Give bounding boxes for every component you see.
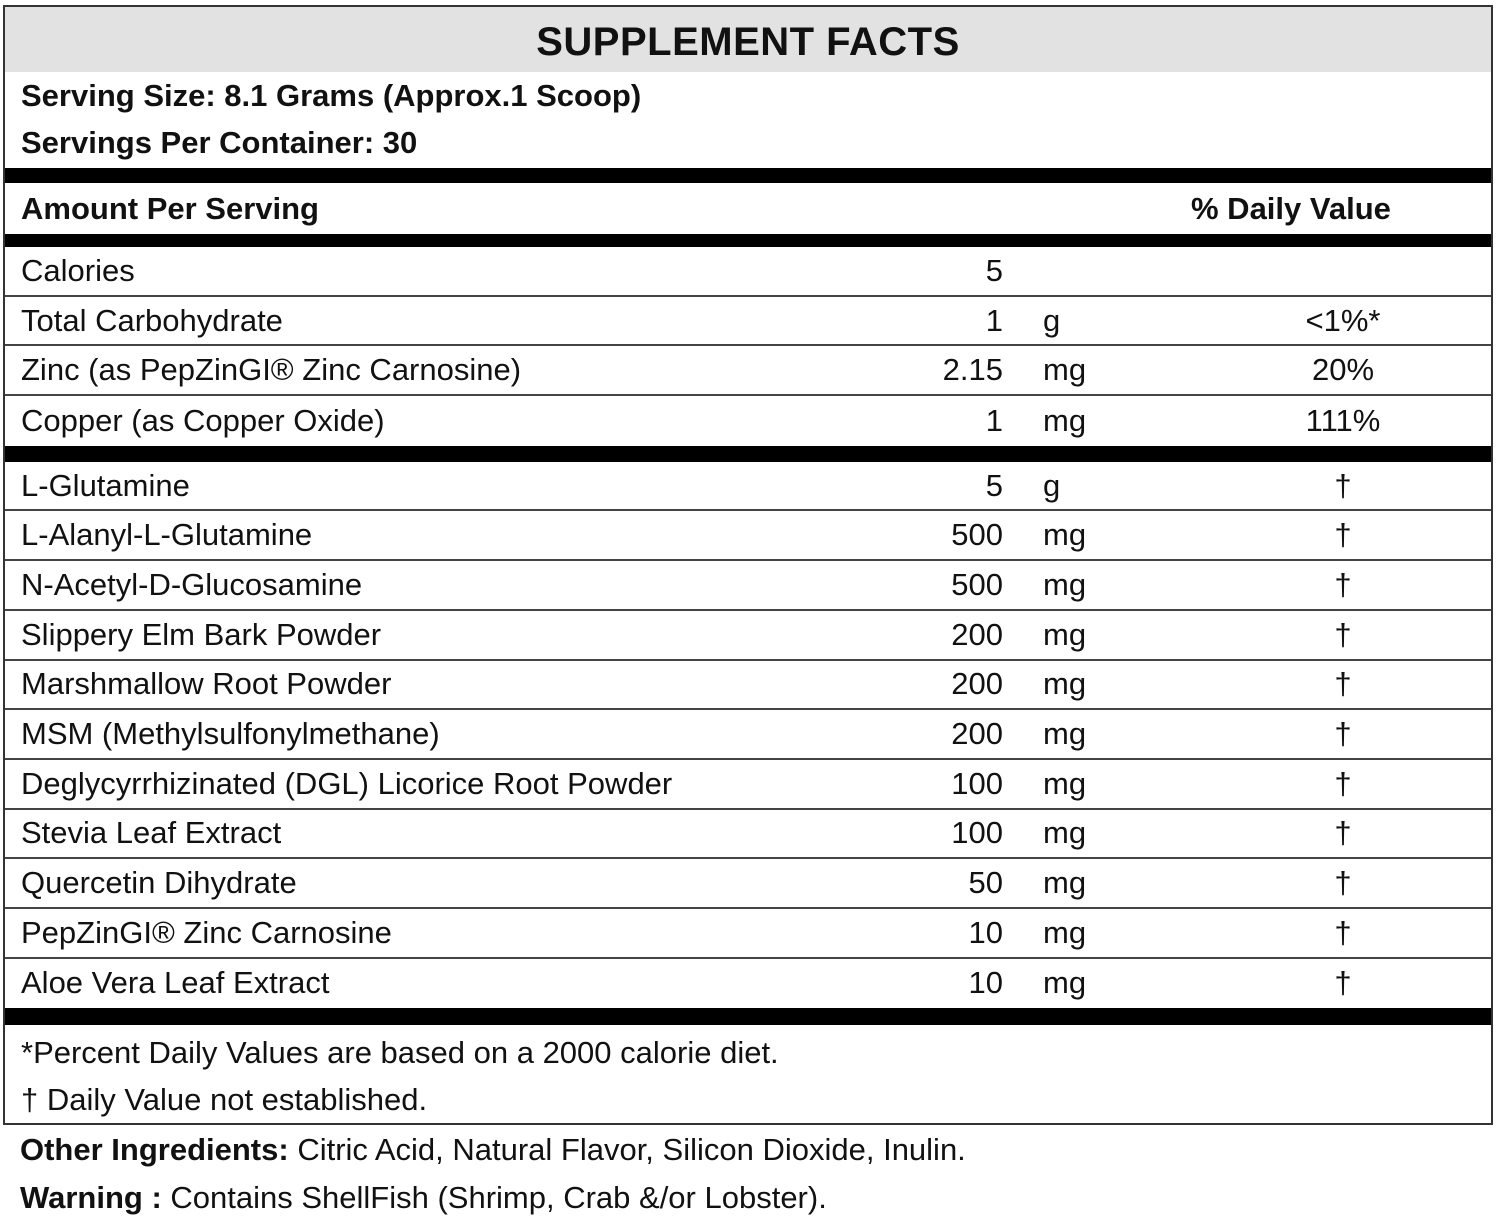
- ingredient-name: MSM (Methylsulfonylmethane): [21, 716, 440, 752]
- amount: 100: [951, 765, 1003, 801]
- table-row: MSM (Methylsulfonylmethane) 200 mg †: [5, 710, 1491, 760]
- amount: 200: [951, 666, 1003, 702]
- ingredient-name: Calories: [21, 252, 135, 288]
- amount: 1: [985, 402, 1003, 438]
- ingredient-name: Quercetin Dihydrate: [21, 865, 297, 901]
- ingredient-name: Aloe Vera Leaf Extract: [21, 965, 330, 1001]
- table-row: Marshmallow Root Powder 200 mg †: [5, 661, 1491, 711]
- unit: mg: [1043, 616, 1087, 652]
- table-row: Deglycyrrhizinated (DGL) Licorice Root P…: [5, 760, 1491, 810]
- table-row: Zinc (as PepZinGI® Zinc Carnosine) 2.15 mg…: [5, 346, 1491, 397]
- amount: 5: [985, 467, 1003, 503]
- ingredient-name: Stevia Leaf Extract: [21, 815, 282, 851]
- amount: 200: [951, 616, 1003, 652]
- amount-per-serving-label: Amount Per Serving: [21, 190, 319, 226]
- divider-thick: [5, 1008, 1491, 1026]
- nutrient-list: Calories 5 Total Carbohydrate 1 g <1%* Zinc (a…: [5, 247, 1491, 446]
- unit: mg: [1043, 566, 1087, 602]
- amount: 5: [985, 252, 1003, 288]
- divider-thick: [5, 445, 1491, 462]
- table-row: Total Carbohydrate 1 g <1%*: [5, 297, 1491, 347]
- other-ingredients-text: Citric Acid, Natural Flavor, Silicon Dio…: [288, 1132, 966, 1167]
- ingredient-name: PepZinGI® Zinc Carnosine: [21, 914, 392, 950]
- amount: 10: [968, 914, 1003, 950]
- daily-value-label: % Daily Value: [1191, 190, 1391, 226]
- table-row: N-Acetyl-D-Glucosamine 500 mg †: [5, 561, 1491, 611]
- serving-info: Serving Size: 8.1 Grams (Approx.1 Scoop)…: [5, 72, 1491, 168]
- unit: mg: [1043, 666, 1087, 702]
- unit: mg: [1043, 716, 1087, 752]
- unit: mg: [1043, 815, 1087, 851]
- warning-label: Warning :: [20, 1180, 162, 1215]
- daily-value: †: [1334, 517, 1352, 553]
- amount: 2.15: [942, 352, 1003, 388]
- daily-value: †: [1334, 765, 1352, 801]
- daily-value: <1%*: [1305, 302, 1381, 338]
- unit: mg: [1043, 352, 1087, 388]
- other-ingredients: Other Ingredients: Citric Acid, Natural …: [20, 1132, 966, 1168]
- daily-value: 20%: [1311, 352, 1375, 388]
- ingredient-name: N-Acetyl-D-Glucosamine: [21, 566, 363, 602]
- ingredient-name: Slippery Elm Bark Powder: [21, 616, 382, 652]
- amount: 50: [968, 865, 1003, 901]
- unit: mg: [1043, 965, 1087, 1001]
- unit: mg: [1043, 914, 1087, 950]
- table-row: L-Glutamine 5 g †: [5, 462, 1491, 512]
- amount: 10: [968, 965, 1003, 1001]
- daily-value: †: [1334, 965, 1352, 1001]
- daily-value: 111%: [1305, 402, 1381, 438]
- panel-title: SUPPLEMENT FACTS: [5, 7, 1491, 72]
- daily-value: †: [1334, 815, 1352, 851]
- ingredient-list: L-Glutamine 5 g † L-Alanyl-L-Glutamine 500 mg †…: [5, 462, 1491, 1009]
- daily-value: †: [1334, 467, 1352, 503]
- serving-size: Serving Size: 8.1 Grams (Approx.1 Scoop): [21, 78, 642, 113]
- amount: 500: [951, 517, 1003, 553]
- divider-thick: [5, 168, 1491, 183]
- daily-value: †: [1334, 865, 1352, 901]
- unit: g: [1043, 302, 1061, 338]
- daily-value: †: [1334, 716, 1352, 752]
- daily-value: †: [1334, 616, 1352, 652]
- footnotes: *Percent Daily Values are based on a 200…: [5, 1025, 1491, 1123]
- footnote: *Percent Daily Values are based on a 200…: [21, 1035, 779, 1071]
- table-row: Quercetin Dihydrate 50 mg †: [5, 859, 1491, 909]
- ingredient-name: Copper (as Copper Oxide): [21, 402, 385, 438]
- amount: 100: [951, 815, 1003, 851]
- unit: g: [1043, 467, 1061, 503]
- table-row: L-Alanyl-L-Glutamine 500 mg †: [5, 511, 1491, 562]
- servings-per-container: Servings Per Container: 30: [21, 125, 418, 160]
- table-row: Aloe Vera Leaf Extract 10 mg †: [5, 959, 1491, 1009]
- table-row: PepZinGI® Zinc Carnosine 10 mg †: [5, 909, 1491, 959]
- ingredient-name: L-Alanyl-L-Glutamine: [21, 517, 313, 553]
- ingredient-name: L-Glutamine: [21, 467, 190, 503]
- daily-value: †: [1334, 914, 1352, 950]
- footnote: † Daily Value not established.: [21, 1082, 428, 1118]
- amount: 1: [985, 302, 1003, 338]
- column-header: Amount Per Serving % Daily Value: [5, 183, 1491, 234]
- unit: mg: [1043, 402, 1087, 438]
- ingredient-name: Deglycyrrhizinated (DGL) Licorice Root P…: [21, 765, 673, 801]
- ingredient-name: Total Carbohydrate: [21, 302, 283, 338]
- amount: 200: [951, 716, 1003, 752]
- table-row: Stevia Leaf Extract 100 mg †: [5, 810, 1491, 860]
- unit: mg: [1043, 765, 1087, 801]
- warning-text: Contains ShellFish (Shrimp, Crab &/or Lo…: [161, 1180, 827, 1215]
- other-ingredients-label: Other Ingredients:: [20, 1132, 289, 1167]
- divider-thick: [5, 234, 1491, 247]
- ingredient-name: Marshmallow Root Powder: [21, 666, 392, 702]
- ingredient-name: Zinc (as PepZinGI® Zinc Carnosine): [21, 352, 522, 388]
- warning: Warning : Contains ShellFish (Shrimp, Cr…: [20, 1180, 827, 1216]
- unit: mg: [1043, 865, 1087, 901]
- amount: 500: [951, 566, 1003, 602]
- supplement-facts-panel: SUPPLEMENT FACTS Serving Size: 8.1 Grams…: [3, 5, 1493, 1125]
- daily-value: †: [1334, 666, 1352, 702]
- table-row: Slippery Elm Bark Powder 200 mg †: [5, 611, 1491, 661]
- unit: mg: [1043, 517, 1087, 553]
- table-row: Copper (as Copper Oxide) 1 mg 111%: [5, 396, 1491, 446]
- daily-value: †: [1334, 566, 1352, 602]
- table-row: Calories 5: [5, 247, 1491, 297]
